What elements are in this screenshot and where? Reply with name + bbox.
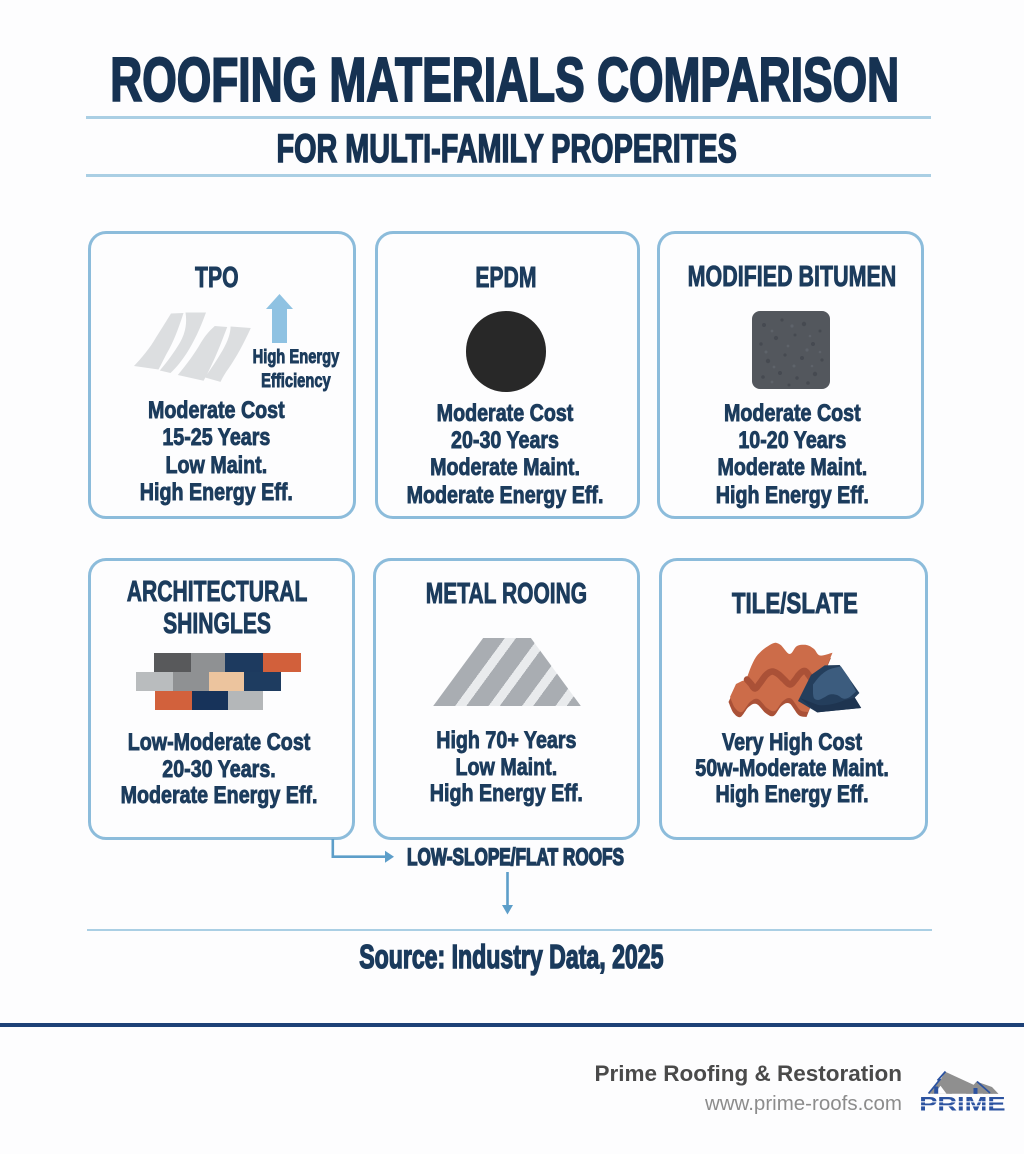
svg-text:PRIME: PRIME [919,1093,1005,1114]
